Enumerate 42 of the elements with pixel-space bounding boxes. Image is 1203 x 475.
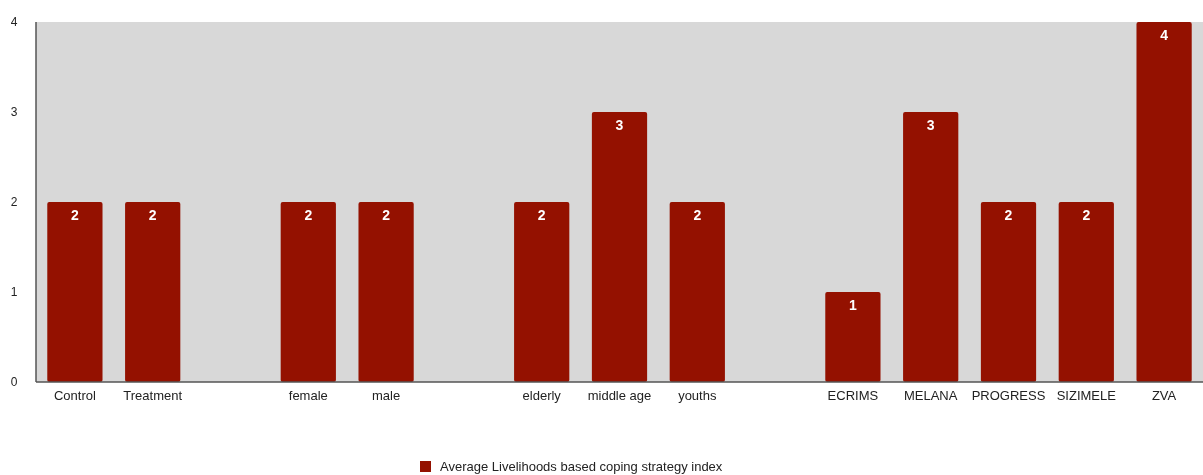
y-tick-label: 4 bbox=[10, 15, 18, 30]
x-tick-label: PROGRESS bbox=[971, 388, 1046, 403]
legend-label: Average Livelihoods based coping strategy index bbox=[440, 459, 723, 474]
bar bbox=[514, 202, 570, 382]
bar bbox=[591, 112, 648, 382]
data-label: 3 bbox=[926, 117, 935, 133]
data-label: 1 bbox=[849, 297, 857, 313]
data-label: 4 bbox=[1160, 27, 1169, 43]
x-tick-label: Treatment bbox=[123, 388, 183, 403]
y-tick-label: 2 bbox=[10, 195, 18, 210]
data-label: 2 bbox=[304, 207, 313, 223]
x-tick-label: Control bbox=[53, 388, 96, 403]
data-label: 2 bbox=[1004, 207, 1013, 223]
bar bbox=[1136, 22, 1192, 382]
bar bbox=[980, 202, 1037, 382]
data-label: 2 bbox=[693, 207, 702, 223]
x-tick-label: ZVA bbox=[1151, 388, 1177, 403]
x-tick-label: female bbox=[288, 388, 328, 403]
bar bbox=[903, 112, 959, 382]
data-label: 2 bbox=[382, 207, 391, 223]
x-tick-label: elderly bbox=[522, 388, 562, 403]
data-label: 2 bbox=[71, 207, 79, 223]
x-tick-label: middle age bbox=[587, 388, 652, 403]
x-tick-label: youths bbox=[678, 388, 717, 403]
x-tick-label: male bbox=[372, 388, 401, 403]
x-tick-label: ECRIMS bbox=[827, 388, 879, 403]
bar bbox=[47, 202, 103, 382]
data-label: 2 bbox=[1082, 207, 1091, 223]
bar bbox=[1058, 202, 1114, 382]
data-label: 2 bbox=[537, 207, 546, 223]
bar bbox=[125, 202, 181, 382]
bar bbox=[358, 202, 414, 382]
y-tick-label: 0 bbox=[10, 375, 18, 390]
x-tick-label: SIZIMELE bbox=[1056, 388, 1117, 403]
x-tick-label: MELANA bbox=[903, 388, 958, 403]
bar bbox=[825, 292, 881, 382]
bar bbox=[669, 202, 725, 382]
y-tick-label: 3 bbox=[10, 105, 18, 120]
bar bbox=[280, 202, 336, 382]
data-label: 3 bbox=[615, 117, 624, 133]
y-tick-label: 1 bbox=[10, 285, 18, 300]
data-label: 2 bbox=[148, 207, 157, 223]
